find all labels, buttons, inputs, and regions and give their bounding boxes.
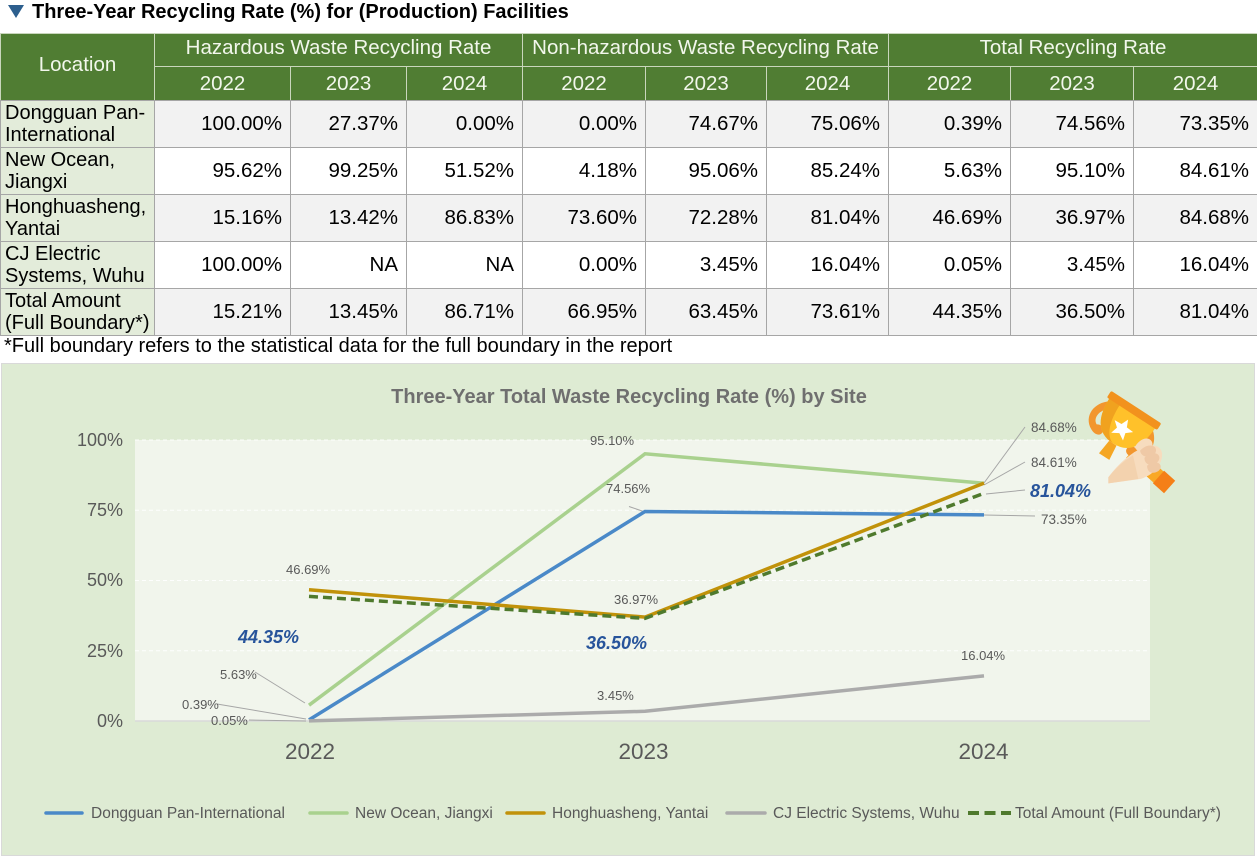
svg-text:2023: 2023	[618, 739, 668, 764]
svg-text:44.35%: 44.35%	[237, 627, 299, 647]
svg-text:50%: 50%	[87, 570, 123, 590]
svg-text:0%: 0%	[97, 711, 123, 731]
svg-text:84.68%: 84.68%	[1031, 420, 1077, 435]
svg-text:25%: 25%	[87, 641, 123, 661]
svg-text:73.35%: 73.35%	[1041, 512, 1087, 527]
svg-text:95.10%: 95.10%	[590, 433, 635, 448]
svg-text:75%: 75%	[87, 500, 123, 520]
svg-text:36.50%: 36.50%	[586, 633, 647, 653]
svg-text:New Ocean, Jiangxi: New Ocean, Jiangxi	[355, 805, 493, 822]
svg-text:Total Amount (Full Boundary*): Total Amount (Full Boundary*)	[1015, 805, 1221, 822]
svg-text:16.04%: 16.04%	[961, 648, 1006, 663]
svg-text:Honghuasheng, Yantai: Honghuasheng, Yantai	[552, 805, 708, 822]
svg-text:5.63%: 5.63%	[220, 667, 257, 682]
svg-text:81.04%: 81.04%	[1030, 481, 1091, 501]
svg-text:74.56%: 74.56%	[606, 481, 651, 496]
svg-text:36.97%: 36.97%	[614, 592, 659, 607]
svg-text:CJ Electric Systems, Wuhu: CJ Electric Systems, Wuhu	[773, 805, 960, 822]
svg-text:100%: 100%	[77, 430, 123, 450]
svg-text:46.69%: 46.69%	[286, 562, 331, 577]
svg-text:2022: 2022	[285, 739, 335, 764]
svg-text:3.45%: 3.45%	[597, 688, 634, 703]
svg-text:Three-Year Total Waste Recycli: Three-Year Total Waste Recycling Rate (%…	[391, 386, 867, 408]
svg-text:2024: 2024	[958, 739, 1008, 764]
svg-text:0.39%: 0.39%	[182, 697, 219, 712]
svg-text:84.61%: 84.61%	[1031, 455, 1077, 470]
svg-text:0.05%: 0.05%	[211, 713, 248, 728]
svg-text:Dongguan Pan-International: Dongguan Pan-International	[91, 805, 285, 822]
